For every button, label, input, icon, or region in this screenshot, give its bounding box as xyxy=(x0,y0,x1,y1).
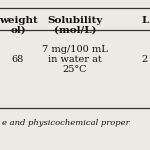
Text: e and physicochemical proper: e and physicochemical proper xyxy=(2,119,130,127)
Text: 68: 68 xyxy=(12,56,24,64)
Text: in water at: in water at xyxy=(48,56,102,64)
Text: ol): ol) xyxy=(10,26,26,35)
Text: (mol/L): (mol/L) xyxy=(54,26,96,35)
Text: 2: 2 xyxy=(142,56,148,64)
Text: 25°C: 25°C xyxy=(63,66,87,75)
Text: L: L xyxy=(141,16,149,25)
Text: weight: weight xyxy=(0,16,37,25)
Text: Solubility: Solubility xyxy=(47,16,103,25)
Text: 7 mg/100 mL: 7 mg/100 mL xyxy=(42,45,108,54)
